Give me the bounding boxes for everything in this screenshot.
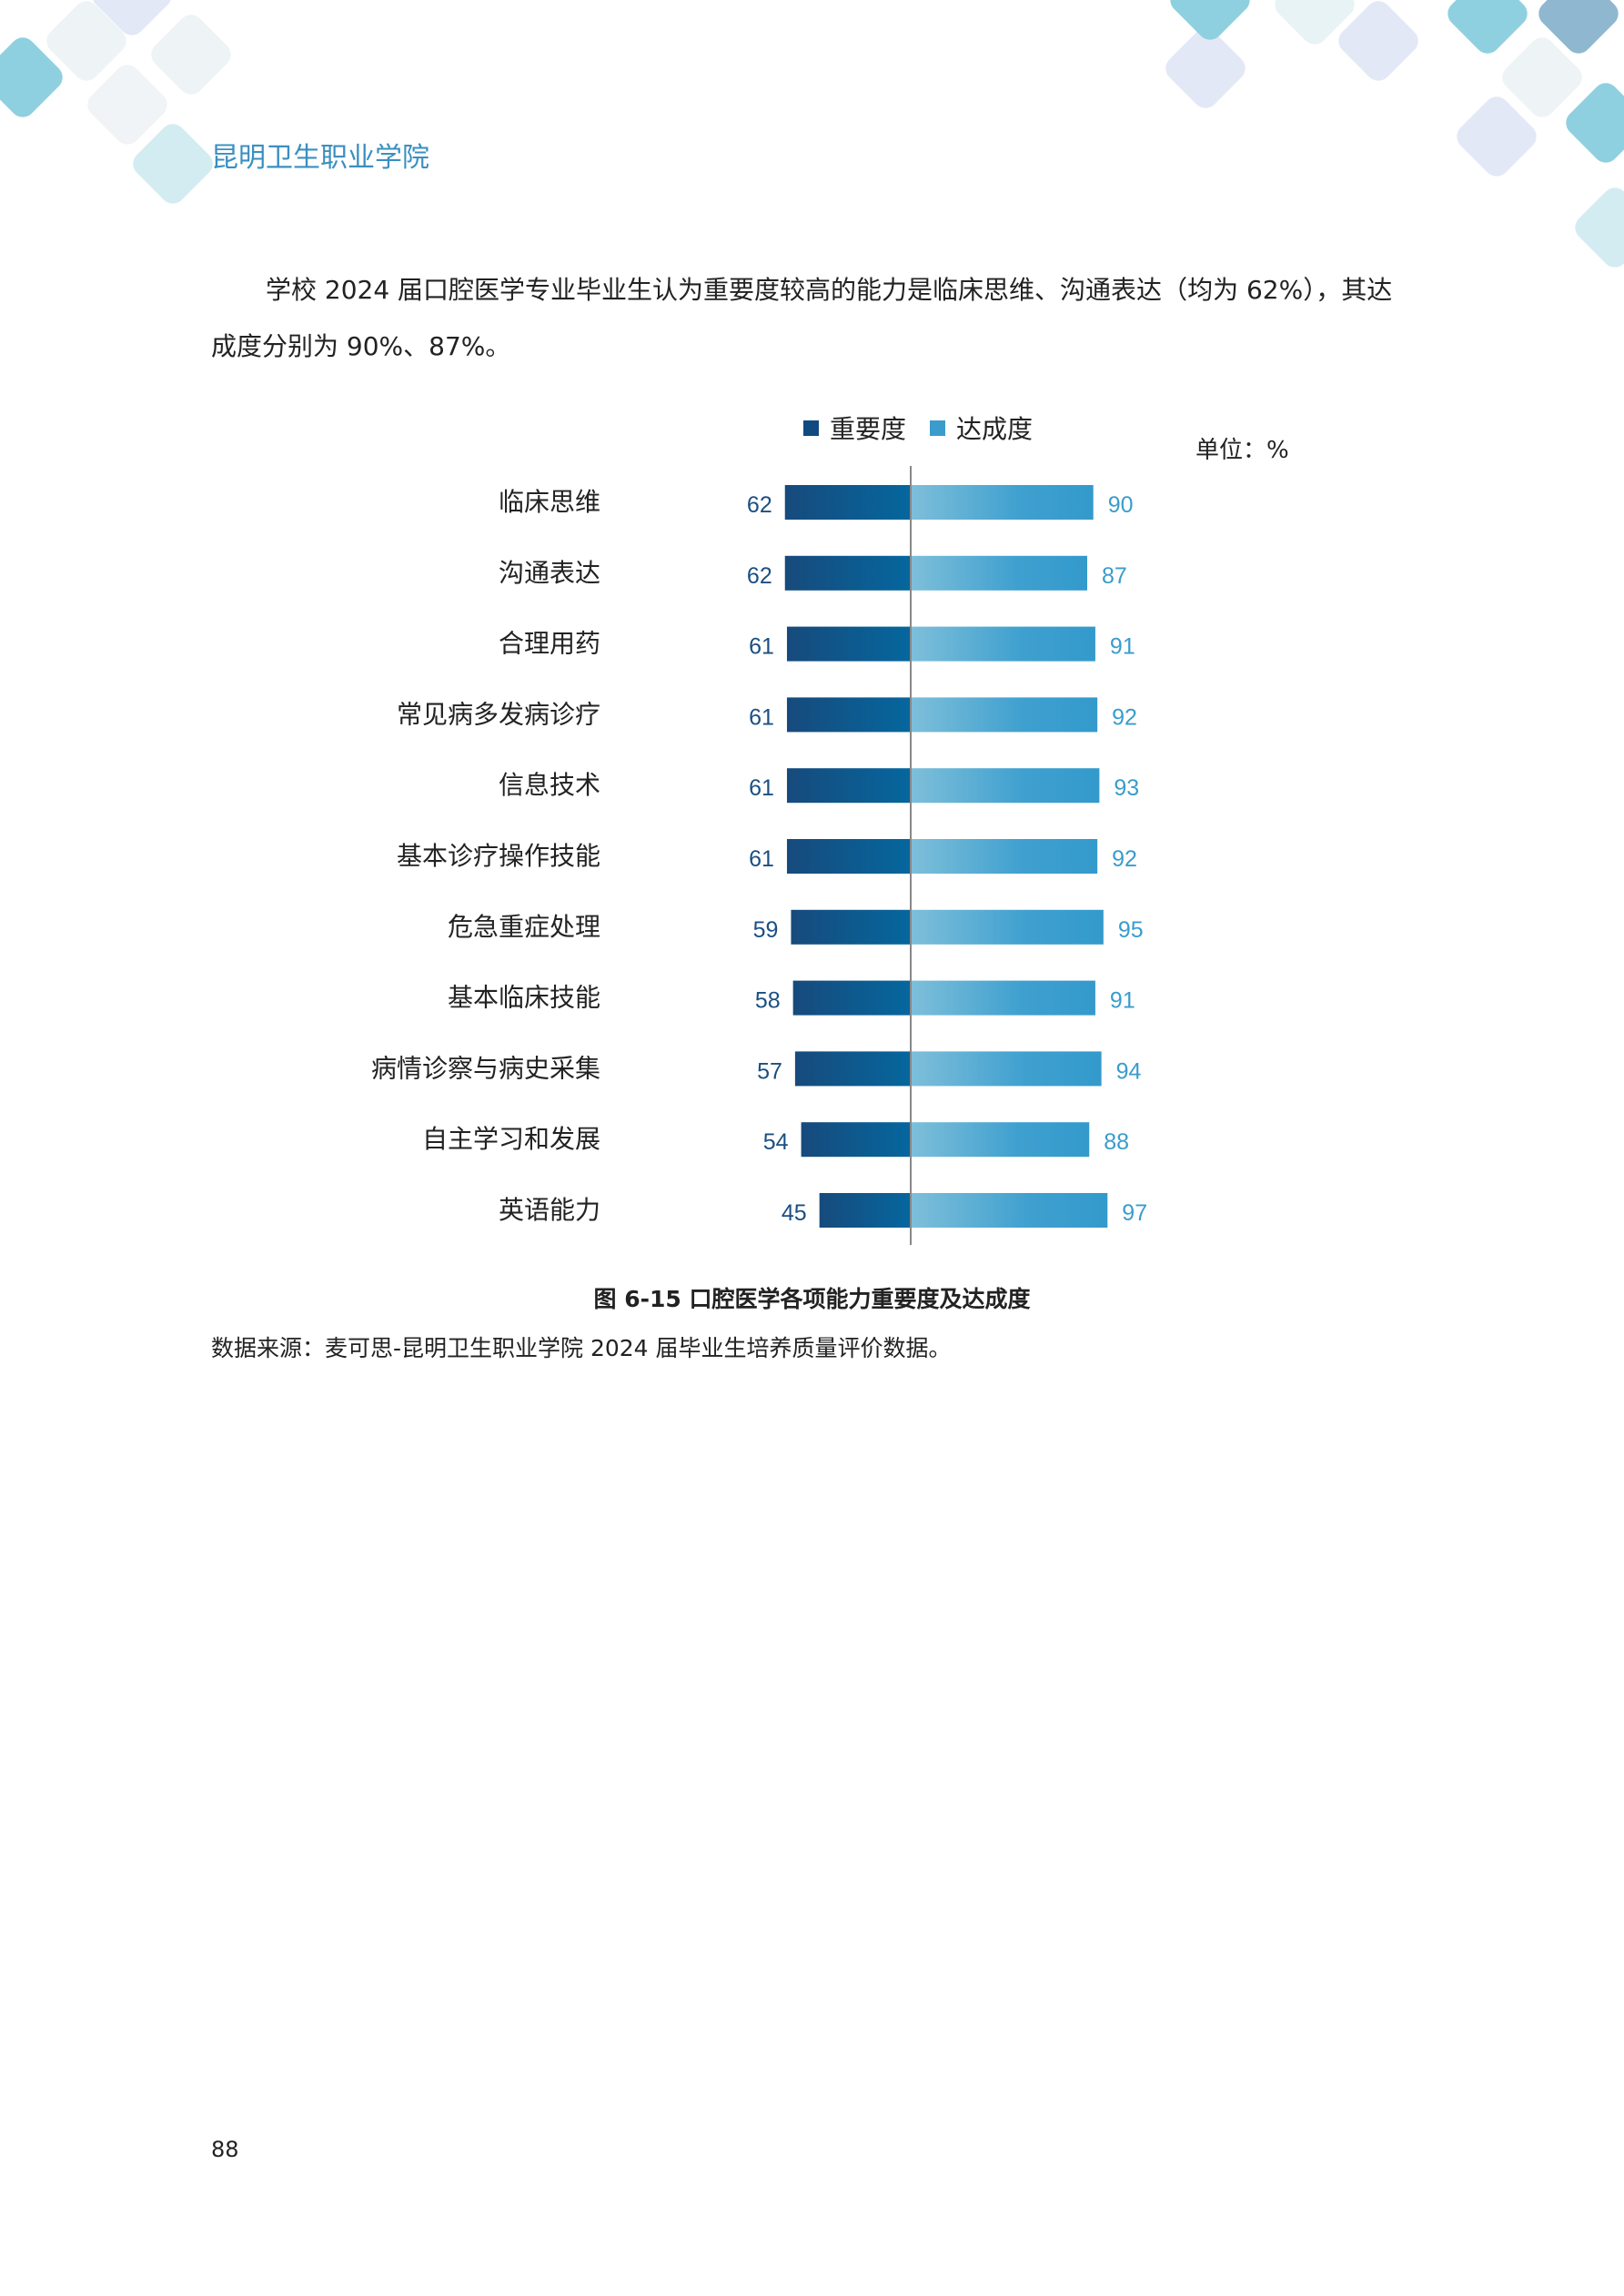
data-label-achievement: 97: [1122, 1200, 1147, 1226]
data-label-importance: 61: [749, 704, 774, 730]
data-label-achievement: 95: [1118, 917, 1144, 943]
bar-importance: [786, 768, 911, 804]
data-label-achievement: 91: [1110, 634, 1135, 660]
bar-importance: [786, 697, 911, 733]
data-label-achievement: 92: [1112, 846, 1137, 872]
category-label: 英语能力: [499, 1195, 600, 1225]
bar-importance: [786, 839, 911, 874]
data-label-importance: 61: [749, 775, 774, 801]
bar-importance: [791, 909, 911, 945]
category-label: 沟通表达: [499, 558, 600, 588]
data-label-importance: 57: [757, 1058, 782, 1084]
data-label-achievement: 88: [1104, 1129, 1129, 1155]
category-label: 自主学习和发展: [422, 1124, 600, 1154]
data-label-importance: 45: [782, 1200, 807, 1226]
page-number: 88: [211, 2137, 239, 2162]
bar-achievement: [911, 626, 1095, 662]
data-label-achievement: 93: [1114, 775, 1139, 801]
category-label: 基本临床技能: [448, 983, 600, 1013]
bar-achievement: [911, 839, 1098, 874]
data-label-importance: 62: [747, 563, 772, 589]
bar-achievement: [911, 697, 1098, 733]
bar-achievement: [911, 555, 1088, 591]
chart-legend: 重要度 达成度: [803, 410, 1033, 446]
school-name-header: 昆明卫生职业学院: [211, 142, 429, 174]
data-label-achievement: 87: [1102, 563, 1127, 589]
bar-importance: [801, 1122, 911, 1158]
unit-label: 单位：%: [1195, 437, 1289, 464]
legend-label-achievement: 达成度: [956, 414, 1034, 444]
data-label-achievement: 91: [1110, 988, 1135, 1014]
category-label: 临床思维: [499, 487, 600, 517]
data-label-achievement: 94: [1116, 1058, 1142, 1084]
data-label-importance: 54: [763, 1129, 789, 1155]
bar-achievement: [911, 485, 1094, 520]
category-label: 信息技术: [499, 770, 600, 800]
bar-achievement: [911, 980, 1095, 1016]
body-paragraph: 学校 2024 届口腔医学专业毕业生认为重要度较高的能力是临床思维、沟通表达（均…: [211, 275, 1393, 361]
legend-swatch-achievement: [930, 420, 946, 436]
bar-importance: [792, 980, 911, 1016]
category-label: 合理用药: [499, 629, 600, 659]
figure-caption: 图 6-15 口腔医学各项能力重要度及达成度: [593, 1286, 1031, 1312]
category-label: 危急重症处理: [448, 912, 600, 942]
data-label-importance: 62: [747, 492, 772, 518]
bar-importance: [819, 1193, 911, 1228]
bar-achievement: [911, 909, 1104, 945]
data-label-importance: 59: [753, 917, 779, 943]
category-label: 病情诊察与病史采集: [371, 1053, 600, 1083]
data-source-note: 数据来源：麦可思-昆明卫生职业学院 2024 届毕业生培养质量评价数据。: [211, 1335, 952, 1361]
data-label-importance: 61: [749, 634, 774, 660]
bar-importance: [794, 1051, 911, 1087]
bar-achievement: [911, 768, 1100, 804]
legend-swatch-importance: [803, 420, 819, 436]
bar-achievement: [911, 1051, 1102, 1087]
bar-importance: [784, 555, 911, 591]
bar-importance: [786, 626, 911, 662]
category-label: 基本诊疗操作技能: [397, 841, 600, 871]
data-label-importance: 58: [755, 988, 781, 1014]
data-label-importance: 61: [749, 846, 774, 872]
legend-label-importance: 重要度: [830, 414, 907, 444]
category-label: 常见病多发病诊疗: [397, 699, 600, 729]
data-label-achievement: 90: [1108, 492, 1134, 518]
bar-importance: [784, 485, 911, 520]
bar-achievement: [911, 1193, 1108, 1228]
bar-achievement: [911, 1122, 1090, 1158]
data-label-achievement: 92: [1112, 704, 1137, 730]
